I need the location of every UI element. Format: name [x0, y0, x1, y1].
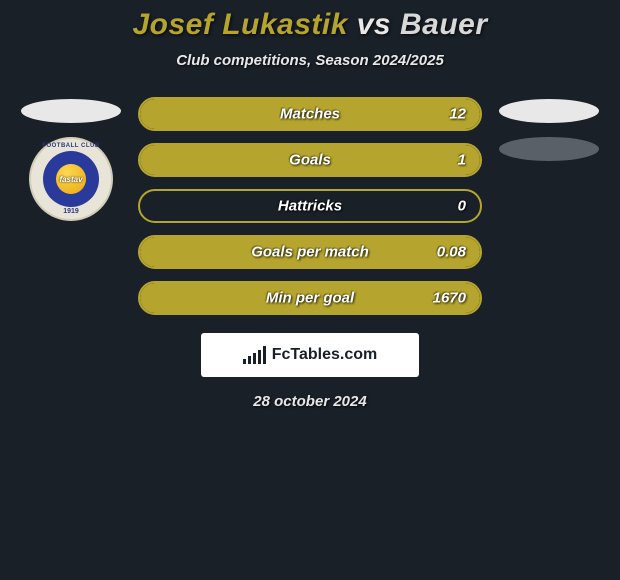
date: 28 october 2024: [0, 393, 620, 410]
stat-value: 0: [458, 198, 466, 215]
player1-name: Josef Lukastik: [132, 8, 347, 41]
attribution-logo-icon: [243, 346, 266, 364]
club-ring-text: FOOTBALL CLUB: [42, 143, 99, 149]
stat-label: Goals: [289, 152, 331, 169]
left-column: FOOTBALL CLUB fastav 1919: [16, 97, 126, 221]
stat-value: 1670: [433, 290, 466, 307]
stat-bar: Min per goal 1670: [138, 281, 482, 315]
player2-name: Bauer: [400, 8, 488, 41]
page-title: Josef Lukastik vs Bauer: [0, 8, 620, 42]
stat-bars: Matches 12 Goals 1 Hattricks 0 Goals per match…: [138, 97, 482, 315]
stat-label: Goals per match: [251, 244, 369, 261]
player2-club-marker: [499, 137, 599, 161]
right-column: [494, 97, 604, 161]
club-badge: FOOTBALL CLUB fastav 1919: [29, 137, 113, 221]
club-year: 1919: [63, 208, 79, 215]
stat-bar: Hattricks 0: [138, 189, 482, 223]
vs-text: vs: [357, 8, 391, 41]
stat-bar: Matches 12: [138, 97, 482, 131]
stat-value: 12: [449, 106, 466, 123]
stat-label: Hattricks: [278, 198, 342, 215]
player2-marker: [499, 99, 599, 123]
stat-label: Matches: [280, 106, 340, 123]
stat-value: 1: [458, 152, 466, 169]
subtitle: Club competitions, Season 2024/2025: [0, 52, 620, 69]
infographic: Josef Lukastik vs Bauer Club competition…: [0, 0, 620, 410]
attribution-text: FcTables.com: [272, 346, 378, 364]
club-brand: fastav: [59, 175, 82, 184]
stat-value: 0.08: [437, 244, 466, 261]
attribution: FcTables.com: [201, 333, 419, 377]
stat-bar: Goals 1: [138, 143, 482, 177]
main-row: FOOTBALL CLUB fastav 1919 Matches 12 Goals…: [0, 97, 620, 315]
club-badge-inner: fastav: [43, 151, 99, 207]
stat-bar: Goals per match 0.08: [138, 235, 482, 269]
player1-marker: [21, 99, 121, 123]
stat-label: Min per goal: [266, 290, 354, 307]
